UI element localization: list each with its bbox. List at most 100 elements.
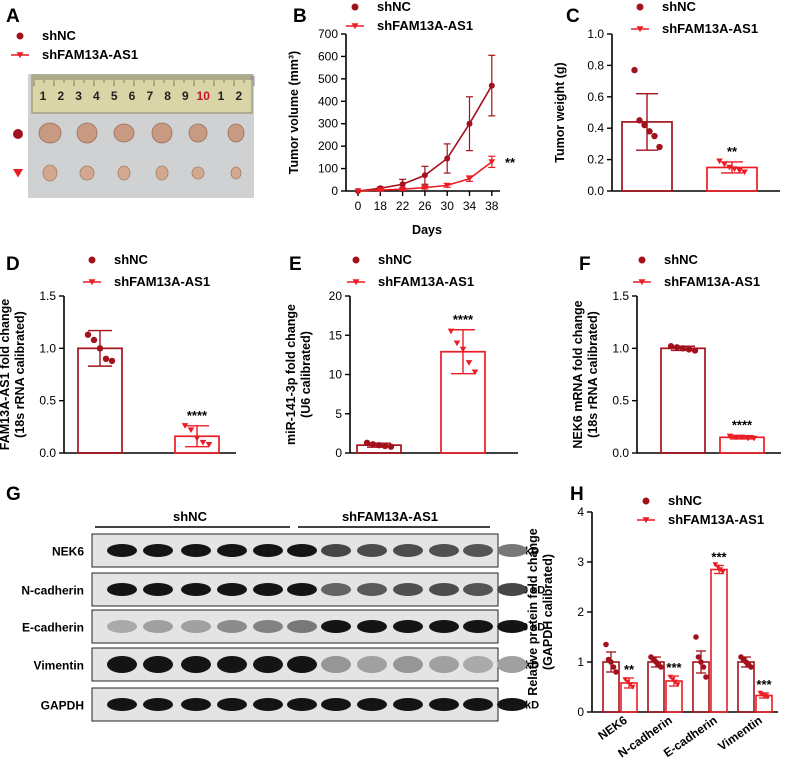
data-point [399, 186, 406, 193]
data-point [712, 562, 719, 568]
data-point [726, 164, 733, 171]
legend-marker-shnc [638, 256, 646, 264]
data-point [193, 435, 201, 442]
legend-marker-shfam [638, 279, 646, 286]
data-point [369, 441, 377, 448]
data-point [608, 659, 614, 665]
data-point [658, 664, 664, 670]
ruler-number: 4 [93, 89, 100, 103]
blot-band [143, 544, 173, 557]
x-tick-label: 30 [441, 199, 455, 213]
data-point [741, 169, 748, 176]
x-category-label: NEK6 [595, 713, 630, 743]
legend-label: shFAM13A-AS1 [662, 21, 758, 36]
blot-row-label: E-cadherin [22, 621, 84, 635]
data-point [667, 343, 675, 350]
data-point [759, 692, 766, 698]
y-tick-label: 0.0 [612, 446, 629, 460]
x-tick-label: 18 [374, 199, 388, 213]
y-tick-label: 700 [318, 27, 338, 41]
panel-label-a: A [6, 6, 20, 27]
data-point [488, 82, 495, 89]
blot-band [429, 544, 459, 557]
data-point [672, 679, 679, 685]
blot-band [253, 656, 283, 673]
blot-band [429, 698, 459, 711]
y-axis-title: Tumor weight (g) [553, 62, 567, 162]
data-point [205, 441, 213, 448]
y-axis-title: NEK6 mRNA fold change [571, 300, 585, 448]
tumor-shnc [113, 123, 135, 143]
blot-band [497, 656, 527, 673]
ruler-number: 10 [197, 89, 211, 103]
data-point [744, 435, 752, 442]
y-tick-label: 0.6 [587, 90, 604, 104]
data-point [717, 567, 724, 573]
data-point [96, 345, 104, 352]
significance-label: ** [727, 144, 738, 159]
blot-row-label: Vimentin [34, 659, 84, 673]
y-axis-title: FAM13A-AS1 fold change [0, 299, 12, 450]
blot-band [463, 583, 493, 596]
data-point [693, 634, 699, 640]
y-tick-label: 0 [577, 705, 584, 719]
blot-band [393, 544, 423, 557]
legend-label: shNC [114, 252, 149, 267]
y-axis-title: (18s rRNA calibrated) [13, 311, 27, 438]
blot-band [253, 620, 283, 633]
panel-label-c: C [566, 6, 580, 27]
data-point [651, 132, 658, 140]
blot-band [181, 620, 211, 633]
data-point [488, 159, 496, 165]
blot-band [287, 544, 317, 557]
data-point [381, 442, 389, 450]
blot-band [217, 698, 247, 711]
data-point [685, 346, 693, 353]
y-axis-title: (18s rRNA calibrated) [586, 311, 600, 438]
ruler [31, 74, 253, 114]
legend-label: shFAM13A-AS1 [377, 18, 473, 33]
data-point [471, 369, 479, 376]
blot-band [107, 698, 137, 711]
data-point [732, 434, 740, 441]
bar-shfam [710, 568, 728, 713]
blot-band [217, 656, 247, 673]
significance-label: *** [756, 677, 772, 692]
blot-band [357, 656, 387, 673]
legend-label: shNC [42, 28, 77, 43]
blot-band [253, 544, 283, 557]
legend-label: shFAM13A-AS1 [664, 274, 760, 289]
y-axis-title: (U6 calibrated) [299, 331, 313, 418]
tumor-shfam [230, 166, 242, 180]
data-point [459, 346, 467, 353]
blot-band [107, 583, 137, 596]
data-point [646, 128, 653, 135]
significance-label: *** [711, 550, 727, 565]
data-point [199, 439, 207, 446]
legend-marker-shfam [351, 23, 359, 30]
blot-band [463, 656, 493, 673]
x-tick-label: 38 [485, 199, 499, 213]
data-point [738, 434, 746, 441]
data-point [679, 345, 687, 352]
legend-marker-shfam [88, 279, 96, 286]
panel-label-f: F [579, 254, 591, 275]
data-point [703, 674, 709, 680]
y-tick-label: 300 [318, 117, 338, 131]
blot-band [393, 620, 423, 633]
data-point [90, 336, 98, 344]
row-marker-shnc [13, 129, 23, 139]
y-tick-label: 500 [318, 72, 338, 86]
blot-band [287, 620, 317, 633]
data-point [613, 669, 619, 675]
y-tick-label: 5 [335, 407, 342, 421]
data-point [716, 158, 723, 165]
y-tick-label: 0 [331, 184, 338, 198]
blot-band [357, 698, 387, 711]
x-category-label: Vimentin [715, 713, 764, 753]
blot-band [393, 656, 423, 673]
blot-band [253, 583, 283, 596]
ruler-number: 1 [40, 89, 47, 103]
data-point [631, 66, 638, 74]
